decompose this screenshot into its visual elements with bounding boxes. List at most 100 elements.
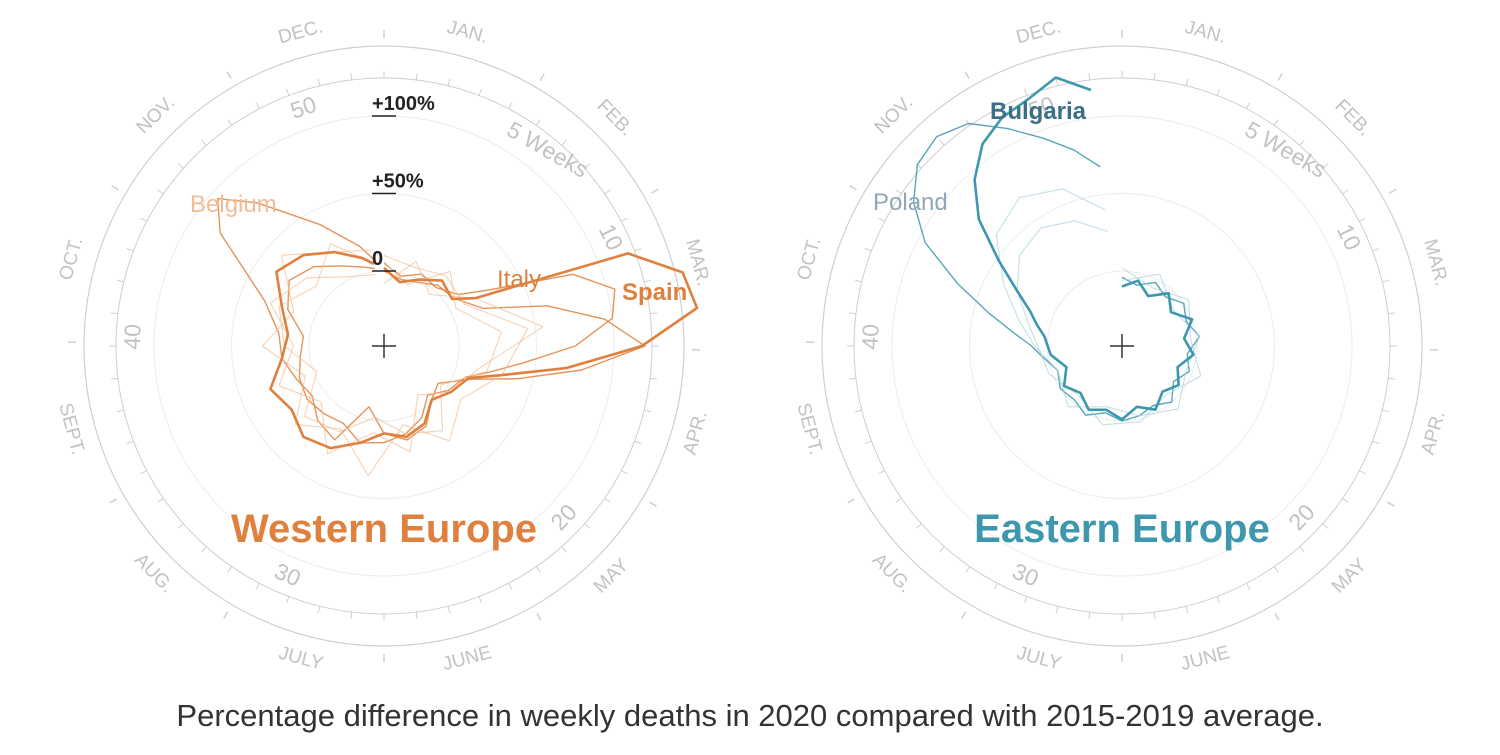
radial-panel-eastern: JAN.FEB.MAR.APR.MAYJUNEJULYAUG.SEPT.OCT.… — [792, 16, 1451, 675]
ring-value-label: +50% — [372, 171, 424, 193]
week-tick — [110, 312, 119, 315]
series-label-belgium: Belgium — [190, 191, 277, 218]
week-tick — [1246, 102, 1251, 109]
series-line-other — [278, 243, 503, 435]
week-tick — [848, 377, 857, 380]
week-tick — [447, 606, 451, 614]
week-tick — [864, 440, 872, 444]
series-line-belgium — [216, 197, 646, 441]
month-tick — [1387, 501, 1395, 507]
week-tick — [1185, 606, 1189, 614]
month-label: MAR. — [1419, 237, 1451, 288]
week-tick — [201, 546, 207, 553]
week-tick — [1024, 596, 1028, 604]
month-label: NOV. — [871, 92, 918, 138]
month-label: JULY — [276, 643, 325, 675]
week-tick — [878, 217, 885, 222]
week-tick — [1246, 583, 1251, 590]
series-label-poland: Poland — [873, 189, 948, 216]
series-line-poland — [912, 122, 1201, 422]
week-tick — [126, 440, 134, 444]
chart-caption: Percentage difference in weekly deaths i… — [176, 698, 1324, 733]
month-label: DEC. — [1014, 16, 1063, 48]
month-label: FEB. — [593, 96, 638, 141]
week-tick — [227, 119, 233, 126]
week-tick — [177, 523, 184, 529]
month-label: JUNE — [1178, 642, 1231, 675]
month-tick — [226, 71, 232, 80]
week-tick — [634, 248, 642, 252]
month-label: JAN. — [1183, 17, 1228, 48]
week-number-label: 50 — [287, 91, 320, 124]
month-label: FEB. — [1331, 96, 1376, 141]
week-tick — [535, 566, 541, 573]
series-label-spain: Spain — [622, 279, 687, 306]
week-tick — [965, 566, 971, 573]
week-tick — [864, 248, 872, 252]
week-tick — [1342, 189, 1349, 195]
week-tick — [621, 470, 628, 475]
series-line-bulgaria — [973, 76, 1195, 421]
week-tick — [140, 217, 147, 222]
week-tick — [561, 546, 567, 553]
month-label: MAY — [590, 554, 633, 597]
panel-title: Western Europe — [231, 507, 537, 551]
week-tick — [644, 279, 652, 283]
week-tick — [604, 497, 611, 503]
week-tick — [939, 546, 945, 553]
week-tick — [126, 248, 134, 252]
week-tick — [157, 189, 164, 195]
month-tick — [1277, 73, 1283, 81]
week-tick — [649, 312, 658, 315]
week-tick — [1273, 119, 1279, 126]
week-tick — [604, 189, 611, 195]
month-label: APR. — [1418, 409, 1450, 457]
week-tick — [415, 611, 418, 620]
ring-value-label: +100% — [372, 93, 435, 115]
ring-value-label: 0 — [372, 248, 383, 270]
week-tick — [1387, 312, 1396, 315]
month-label: JAN. — [445, 17, 490, 48]
month-label: JUNE — [440, 642, 493, 675]
week-tick — [1359, 217, 1366, 222]
week-number-label: 5 Weeks — [503, 116, 593, 183]
week-tick — [878, 470, 885, 475]
month-tick — [223, 611, 229, 619]
week-number-label: 40 — [119, 324, 146, 351]
week-tick — [201, 139, 207, 146]
month-label: SEPT. — [792, 401, 826, 457]
week-tick — [1024, 88, 1028, 96]
week-tick — [1322, 523, 1329, 529]
outer-axis-ring — [83, 45, 685, 647]
week-tick — [1088, 611, 1091, 620]
month-label: DEC. — [276, 16, 325, 48]
week-tick — [1216, 596, 1220, 604]
week-tick — [1153, 72, 1156, 81]
week-tick — [965, 119, 971, 126]
week-tick — [1216, 88, 1220, 96]
week-tick — [116, 279, 124, 283]
week-tick — [1387, 377, 1396, 380]
week-number-label: 30 — [271, 558, 305, 592]
month-tick — [964, 71, 970, 80]
month-label: JULY — [1014, 643, 1063, 675]
month-tick — [649, 501, 657, 507]
week-tick — [1185, 78, 1189, 86]
week-tick — [915, 523, 922, 529]
week-tick — [1359, 470, 1366, 475]
week-tick — [255, 583, 260, 590]
series-line-other — [1016, 220, 1202, 426]
week-tick — [1372, 440, 1380, 444]
week-tick — [634, 440, 642, 444]
week-tick — [584, 163, 591, 169]
week-tick — [1055, 606, 1059, 614]
month-tick — [539, 73, 545, 81]
week-tick — [1372, 248, 1380, 252]
week-tick — [157, 497, 164, 503]
week-tick — [227, 566, 233, 573]
week-tick — [286, 596, 290, 604]
week-tick — [350, 72, 353, 81]
week-tick — [1273, 566, 1279, 573]
week-tick — [561, 139, 567, 146]
